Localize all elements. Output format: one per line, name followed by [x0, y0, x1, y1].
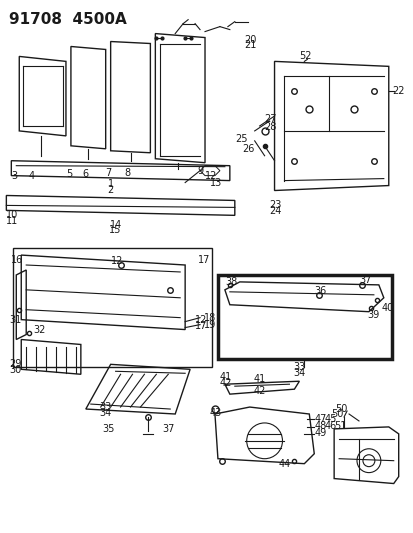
Text: 14: 14 — [109, 220, 121, 230]
Text: 50: 50 — [330, 409, 342, 419]
Text: 42: 42 — [253, 386, 265, 396]
Text: 13: 13 — [209, 177, 222, 188]
Text: 12: 12 — [204, 171, 217, 181]
Text: 6: 6 — [83, 168, 89, 179]
Text: 33: 33 — [99, 402, 112, 412]
Text: 38: 38 — [224, 277, 237, 287]
Text: 15: 15 — [109, 225, 121, 235]
Text: 11: 11 — [6, 216, 19, 227]
Text: 30: 30 — [9, 365, 21, 375]
Text: 45: 45 — [323, 414, 336, 424]
Text: 37: 37 — [358, 275, 370, 285]
Text: 42: 42 — [219, 378, 232, 388]
Text: 1: 1 — [107, 179, 114, 189]
Text: 5: 5 — [66, 168, 72, 179]
Text: 40: 40 — [381, 303, 393, 313]
Text: 52: 52 — [299, 51, 311, 61]
Text: 27: 27 — [264, 114, 276, 124]
Text: 41: 41 — [219, 372, 232, 382]
Text: 22: 22 — [391, 86, 403, 96]
Text: 18: 18 — [204, 313, 216, 322]
Text: 33: 33 — [292, 362, 305, 373]
Text: 31: 31 — [9, 314, 21, 325]
Text: 28: 28 — [264, 122, 276, 132]
Text: 12: 12 — [111, 256, 123, 266]
Text: 19: 19 — [204, 320, 216, 329]
Text: 16: 16 — [11, 255, 24, 265]
Text: 39: 39 — [366, 310, 378, 320]
Text: 32: 32 — [33, 325, 45, 335]
Text: 8: 8 — [124, 168, 130, 177]
Text: 2: 2 — [107, 184, 114, 195]
Text: 35: 35 — [102, 424, 114, 434]
Text: 17: 17 — [195, 321, 207, 330]
Text: 29: 29 — [9, 359, 21, 369]
Text: 20: 20 — [244, 35, 256, 45]
Text: 51: 51 — [333, 421, 346, 431]
Text: 3: 3 — [11, 171, 17, 181]
Text: 24: 24 — [269, 206, 281, 216]
Text: 36: 36 — [313, 286, 326, 296]
Text: 37: 37 — [161, 424, 174, 434]
Text: 91708  4500A: 91708 4500A — [9, 12, 127, 27]
Text: 34: 34 — [99, 408, 112, 418]
Text: 44: 44 — [278, 459, 290, 469]
Text: 34: 34 — [292, 368, 305, 378]
Text: 4: 4 — [28, 171, 34, 181]
Text: 25: 25 — [234, 134, 247, 144]
Bar — [13, 248, 211, 367]
Text: 10: 10 — [6, 211, 19, 220]
Text: 12: 12 — [195, 314, 207, 325]
Text: 26: 26 — [241, 144, 254, 154]
Text: 23: 23 — [269, 200, 281, 211]
Text: 49: 49 — [313, 428, 326, 438]
Text: 41: 41 — [253, 374, 265, 384]
Text: 47: 47 — [313, 414, 326, 424]
Text: 43: 43 — [209, 408, 222, 418]
Text: 9: 9 — [197, 166, 203, 176]
Text: 7: 7 — [105, 168, 112, 177]
Text: 17: 17 — [197, 255, 210, 265]
Text: 50: 50 — [334, 404, 347, 414]
Text: 48: 48 — [313, 421, 326, 431]
Text: 46: 46 — [323, 421, 336, 431]
Text: 21: 21 — [244, 41, 256, 51]
